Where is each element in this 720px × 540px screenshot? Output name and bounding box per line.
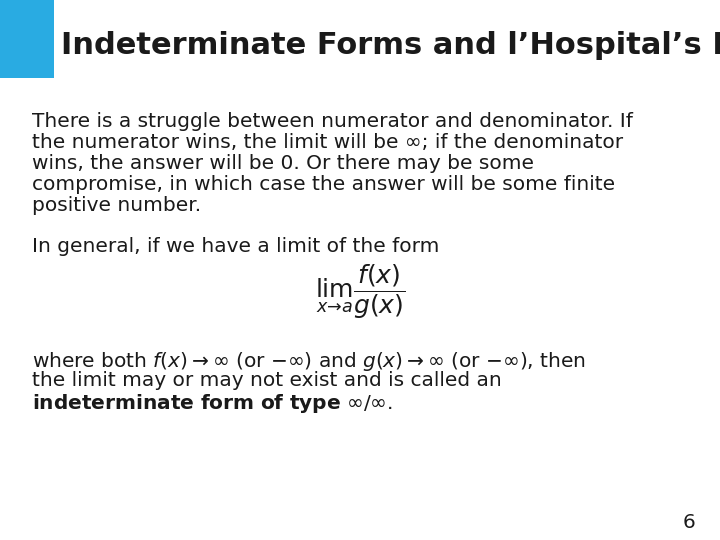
Text: the numerator wins, the limit will be ∞; if the denominator: the numerator wins, the limit will be ∞;… — [32, 132, 623, 152]
Text: wins, the answer will be 0. Or there may be some: wins, the answer will be 0. Or there may… — [32, 153, 534, 173]
Text: In general, if we have a limit of the form: In general, if we have a limit of the fo… — [32, 237, 439, 255]
Text: $\mathbf{indeterminate\ form\ of\ type}$ $\infty/\infty.$: $\mathbf{indeterminate\ form\ of\ type}$… — [32, 392, 393, 415]
FancyBboxPatch shape — [0, 0, 54, 78]
Text: positive number.: positive number. — [32, 195, 201, 214]
Text: 6: 6 — [683, 513, 695, 532]
Text: where both $f(x) \rightarrow \infty$ (or $-\infty$) and $g(x) \rightarrow \infty: where both $f(x) \rightarrow \infty$ (or… — [32, 349, 586, 373]
Text: $\lim_{x \to a} \dfrac{f(x)}{g(x)}$: $\lim_{x \to a} \dfrac{f(x)}{g(x)}$ — [315, 262, 405, 321]
Text: Indeterminate Forms and l’Hospital’s Rule: Indeterminate Forms and l’Hospital’s Rul… — [61, 31, 720, 60]
Text: compromise, in which case the answer will be some finite: compromise, in which case the answer wil… — [32, 174, 615, 193]
Text: the limit may or may not exist and is called an: the limit may or may not exist and is ca… — [32, 370, 502, 389]
Text: There is a struggle between numerator and denominator. If: There is a struggle between numerator an… — [32, 112, 633, 131]
